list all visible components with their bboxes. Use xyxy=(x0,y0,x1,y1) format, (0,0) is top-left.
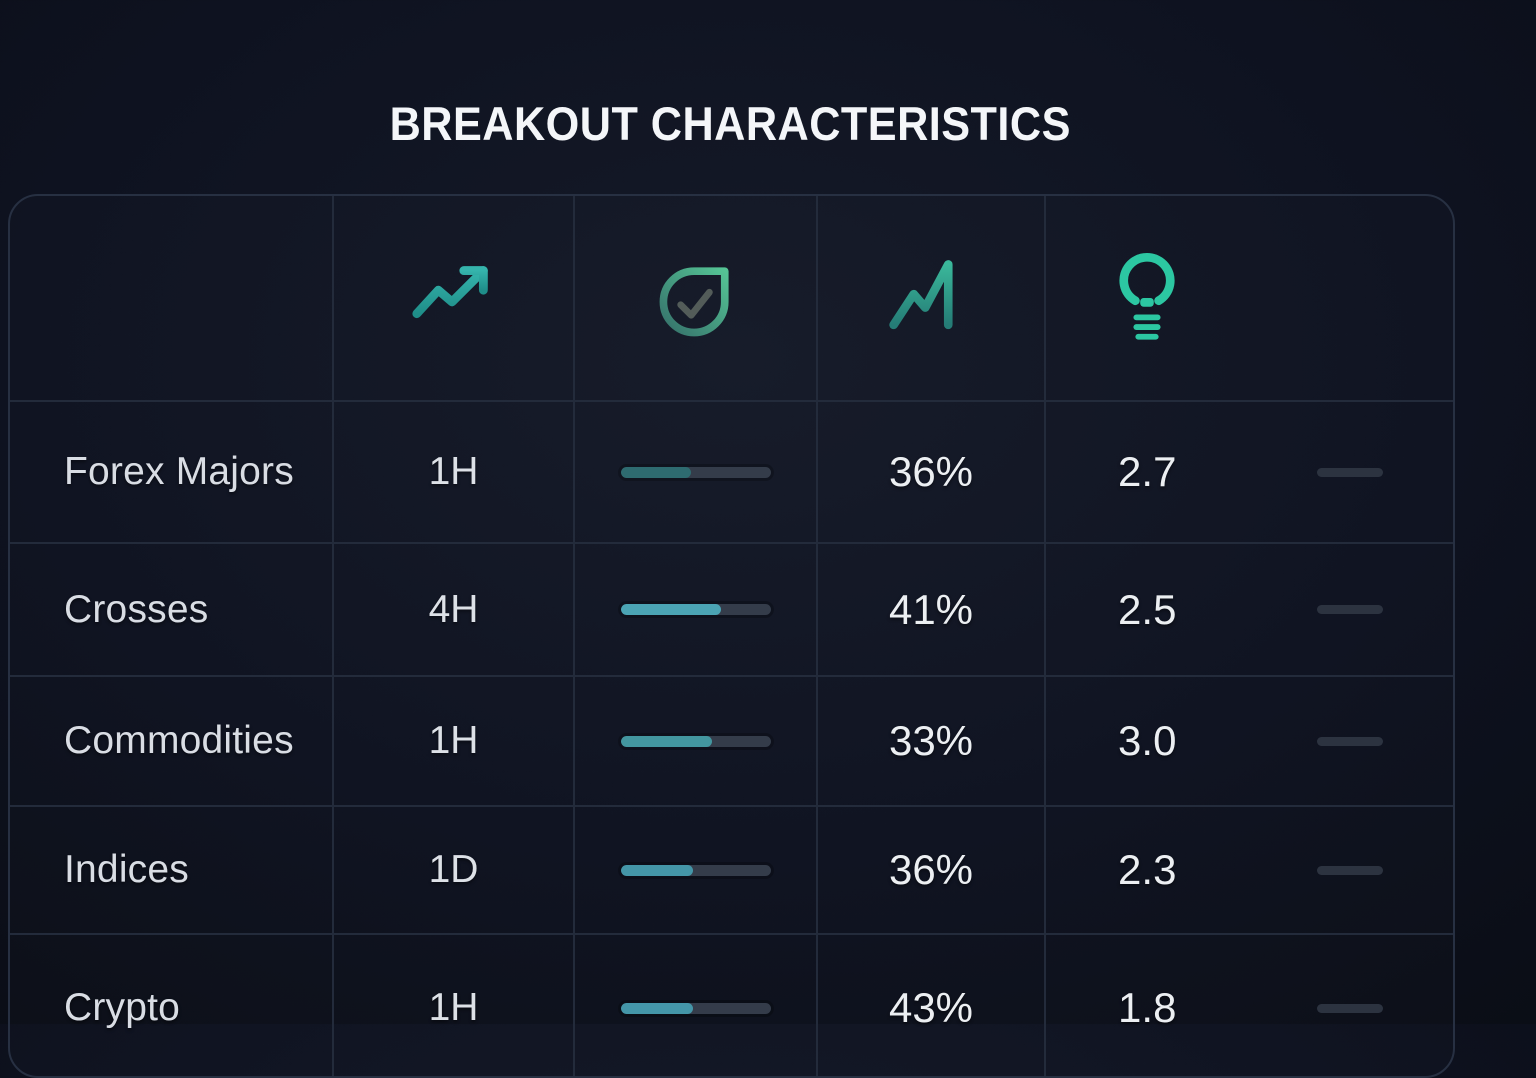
timeframe-value: 1H xyxy=(334,935,575,1076)
timeframe-value: 1H xyxy=(334,677,575,805)
market-label: Indices xyxy=(10,807,334,933)
market-label: Crosses xyxy=(10,544,334,675)
table-row: Crypto 1H 43% 1.8 xyxy=(10,933,1453,1076)
page-background: BREAKOUT CHARACTERISTICS xyxy=(8,97,1455,1078)
ratio-value: 2.3 xyxy=(1118,846,1177,893)
header-cell-timeframe xyxy=(334,196,575,400)
table-row: Indices 1D 36% 2.3 xyxy=(10,805,1453,933)
header-cell-breakout-rate xyxy=(818,196,1046,400)
table-header-row xyxy=(10,196,1453,400)
table-row: Forex Majors 1H 36% 2.7 xyxy=(10,400,1453,542)
percent-value: 43% xyxy=(818,935,1046,1076)
strength-bar-fill xyxy=(620,1002,693,1014)
strength-bar xyxy=(620,604,771,615)
header-cell-ratio xyxy=(1046,196,1451,400)
trend-dash xyxy=(1316,865,1383,875)
trend-dash xyxy=(1316,1003,1383,1013)
strength-bar xyxy=(620,735,771,747)
percent-value: 33% xyxy=(818,677,1046,805)
ratio-value: 1.8 xyxy=(1118,984,1177,1031)
header-cell-strength xyxy=(575,196,818,400)
strength-bar xyxy=(620,466,771,478)
trend-dash xyxy=(1316,736,1383,746)
timeframe-value: 1D xyxy=(334,807,575,933)
market-label: Crypto xyxy=(10,935,334,1076)
strength-bar-cell xyxy=(575,807,818,933)
page-title: BREAKOUT CHARACTERISTICS xyxy=(389,97,1072,150)
percent-value: 36% xyxy=(818,807,1046,933)
trend-dash xyxy=(1316,605,1383,614)
ratio-value: 2.7 xyxy=(1118,448,1177,495)
ratio-cell: 2.5 xyxy=(1046,544,1451,675)
table-row: Crosses 4H 41% 2.5 xyxy=(10,542,1453,675)
shield-check-icon xyxy=(659,267,729,337)
percent-value: 41% xyxy=(818,544,1046,675)
market-label: Commodities xyxy=(10,677,334,805)
strength-bar-fill xyxy=(620,466,691,478)
strength-bar-cell xyxy=(575,544,818,675)
ratio-value: 3.0 xyxy=(1118,717,1177,764)
percent-value: 36% xyxy=(818,402,1046,542)
strength-bar-fill xyxy=(620,864,693,876)
ratio-cell: 2.3 xyxy=(1046,807,1451,933)
breakout-table: Forex Majors 1H 36% 2.7 Crosses 4H 41 xyxy=(8,194,1455,1078)
trend-dash xyxy=(1316,467,1383,477)
strength-bar xyxy=(620,864,771,876)
strength-bar xyxy=(620,1002,771,1014)
ratio-cell: 3.0 xyxy=(1046,677,1451,805)
strength-bar-fill xyxy=(620,735,712,747)
trend-up-arrow-icon xyxy=(410,266,489,338)
market-label: Forex Majors xyxy=(10,402,334,542)
lightbulb-icon xyxy=(1119,253,1175,340)
chart-line-icon xyxy=(886,260,963,343)
timeframe-value: 4H xyxy=(334,544,575,675)
timeframe-value: 1H xyxy=(334,402,575,542)
strength-bar-fill xyxy=(620,604,721,615)
strength-bar-cell xyxy=(575,402,818,542)
strength-bar-cell xyxy=(575,935,818,1076)
ratio-value: 2.5 xyxy=(1118,585,1177,633)
strength-bar-cell xyxy=(575,677,818,805)
table-row: Commodities 1H 33% 3.0 xyxy=(10,675,1453,805)
ratio-cell: 1.8 xyxy=(1046,935,1451,1076)
ratio-cell: 2.7 xyxy=(1046,402,1451,542)
header-cell-market xyxy=(10,196,334,400)
